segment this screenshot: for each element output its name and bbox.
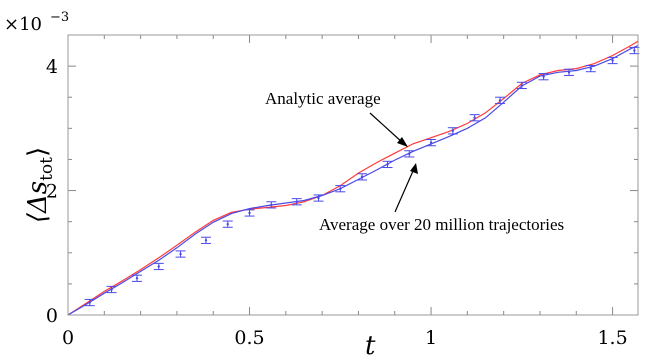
errorbar-12: [357, 173, 368, 181]
errorbar-22: [585, 64, 596, 73]
errorbar-15: [426, 139, 437, 147]
errorbar-23: [607, 56, 618, 65]
errorbar-19: [516, 81, 527, 90]
errorbar-21: [564, 68, 575, 76]
y-scale-multiplier: ×10: [4, 14, 42, 35]
annotation-trajectories-arrowhead: [410, 163, 418, 174]
series-layer: [67, 40, 639, 316]
errorbar-point-16: [451, 129, 455, 133]
errorbar-10: [313, 194, 324, 202]
annotation-trajectories-arrow-line: [394, 170, 414, 213]
errorbar-point-12: [360, 175, 364, 179]
errorbar-layer: [84, 46, 640, 307]
x-tick-label-2: 1: [425, 327, 437, 349]
y-tick-label-0: 0: [46, 305, 58, 327]
errorbar-16: [447, 127, 458, 135]
y-tick-label-1: 2: [46, 181, 58, 203]
errorbar-point-1: [110, 288, 113, 291]
x-tick-label-1: 0.5: [234, 327, 264, 349]
errorbar-5: [200, 236, 211, 244]
errorbar-13: [382, 160, 393, 169]
errorbar-point-13: [386, 163, 389, 166]
y-axis-label: ⟨Δstot⟩: [23, 147, 57, 223]
errorbar-point-9: [295, 200, 298, 203]
y-axis-label-sub: tot: [37, 157, 57, 181]
errorbar-4: [175, 250, 186, 258]
errorbar-point-3: [157, 265, 160, 268]
errorbar-8: [266, 201, 277, 209]
series-line-0: [67, 40, 639, 316]
annotation-analytic-arrow-line: [369, 112, 404, 144]
y-axis-label-main: ⟨Δs: [23, 181, 53, 223]
errorbar-point-20: [542, 75, 545, 78]
errorbar-point-4: [179, 252, 182, 256]
x-tick-label-3: 1.5: [597, 327, 627, 349]
series-line-1: [67, 45, 639, 316]
errorbar-20: [538, 73, 549, 81]
errorbar-point-6: [226, 222, 229, 226]
errorbar-point-11: [339, 187, 342, 190]
x-axis-label: t: [365, 331, 376, 356]
errorbar-point-8: [270, 203, 273, 207]
y-axis-label-close: ⟩: [23, 147, 53, 157]
y-tick-label-2: 4: [46, 56, 58, 78]
errorbar-7: [244, 209, 255, 217]
errorbar-point-0: [88, 301, 91, 304]
errorbar-point-5: [204, 239, 208, 242]
errorbar-3: [153, 262, 164, 271]
errorbar-18: [495, 96, 506, 104]
errorbar-point-7: [248, 211, 251, 215]
errorbar-9: [291, 198, 302, 206]
errorbar-point-15: [429, 141, 433, 144]
plot-frame: [67, 34, 639, 316]
grid-ticks: [67, 34, 638, 316]
y-scale-exponent: −3: [50, 10, 69, 25]
errorbar-1: [106, 285, 117, 294]
errorbar-point-24: [633, 49, 636, 52]
errorbar-point-2: [135, 277, 139, 280]
tick-labels: 0 0.5 1 1.5 0 2 4: [46, 56, 628, 349]
svg-text:⟨Δstot⟩: ⟨Δstot⟩: [23, 147, 57, 223]
errorbar-point-23: [611, 59, 614, 62]
annotation-analytic-arrowhead: [397, 137, 408, 147]
annotation-analytic: Analytic average: [265, 89, 381, 108]
errorbar-point-14: [408, 152, 411, 156]
errorbar-17: [469, 114, 480, 122]
errorbar-6: [222, 220, 233, 228]
errorbar-point-21: [567, 71, 571, 74]
errorbar-0: [84, 298, 95, 307]
errorbar-14: [404, 150, 415, 158]
annotation-trajectories: Average over 20 million trajectories: [319, 215, 564, 234]
errorbar-point-10: [317, 196, 320, 200]
errorbar-point-19: [520, 84, 524, 87]
errorbar-point-22: [589, 67, 593, 70]
errorbar-2: [131, 274, 142, 282]
x-tick-label-0: 0: [62, 327, 74, 349]
errorbar-point-17: [473, 116, 476, 119]
errorbar-11: [335, 185, 346, 193]
errorbar-point-18: [498, 99, 502, 102]
